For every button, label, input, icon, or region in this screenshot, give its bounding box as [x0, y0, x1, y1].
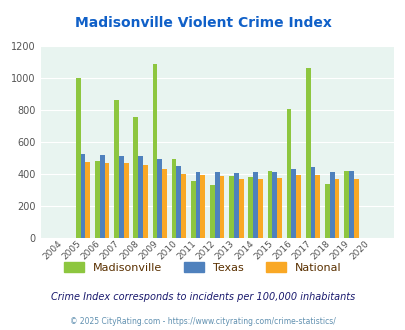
- Bar: [85, 162, 90, 238]
- Bar: [209, 185, 214, 238]
- Bar: [257, 180, 262, 238]
- Bar: [272, 172, 277, 238]
- Bar: [95, 161, 100, 238]
- Bar: [138, 156, 143, 238]
- Bar: [143, 165, 147, 238]
- Bar: [195, 172, 200, 238]
- Bar: [233, 173, 238, 238]
- Bar: [114, 100, 119, 238]
- Bar: [214, 172, 219, 238]
- Bar: [353, 179, 358, 238]
- Bar: [267, 171, 272, 238]
- Bar: [119, 156, 124, 238]
- Bar: [181, 174, 185, 238]
- Bar: [190, 181, 195, 238]
- Text: Madisonville Violent Crime Index: Madisonville Violent Crime Index: [75, 16, 330, 30]
- Bar: [124, 163, 128, 238]
- Bar: [248, 177, 253, 238]
- Legend: Madisonville, Texas, National: Madisonville, Texas, National: [60, 258, 345, 278]
- Text: © 2025 CityRating.com - https://www.cityrating.com/crime-statistics/: © 2025 CityRating.com - https://www.city…: [70, 317, 335, 326]
- Bar: [81, 154, 85, 238]
- Bar: [162, 169, 166, 238]
- Bar: [296, 175, 301, 238]
- Bar: [238, 179, 243, 238]
- Bar: [343, 171, 348, 238]
- Bar: [104, 163, 109, 238]
- Bar: [229, 176, 233, 238]
- Bar: [200, 175, 205, 238]
- Bar: [133, 117, 138, 238]
- Bar: [277, 178, 281, 238]
- Bar: [286, 109, 291, 238]
- Bar: [76, 78, 81, 238]
- Bar: [171, 159, 176, 238]
- Text: Crime Index corresponds to incidents per 100,000 inhabitants: Crime Index corresponds to incidents per…: [51, 292, 354, 302]
- Bar: [334, 179, 339, 238]
- Bar: [291, 169, 296, 238]
- Bar: [305, 68, 310, 238]
- Bar: [152, 64, 157, 238]
- Bar: [253, 172, 257, 238]
- Bar: [176, 166, 181, 238]
- Bar: [329, 172, 334, 238]
- Bar: [315, 175, 320, 238]
- Bar: [310, 167, 315, 238]
- Bar: [157, 159, 162, 238]
- Bar: [100, 155, 104, 238]
- Bar: [324, 184, 329, 238]
- Bar: [348, 171, 353, 238]
- Bar: [219, 176, 224, 238]
